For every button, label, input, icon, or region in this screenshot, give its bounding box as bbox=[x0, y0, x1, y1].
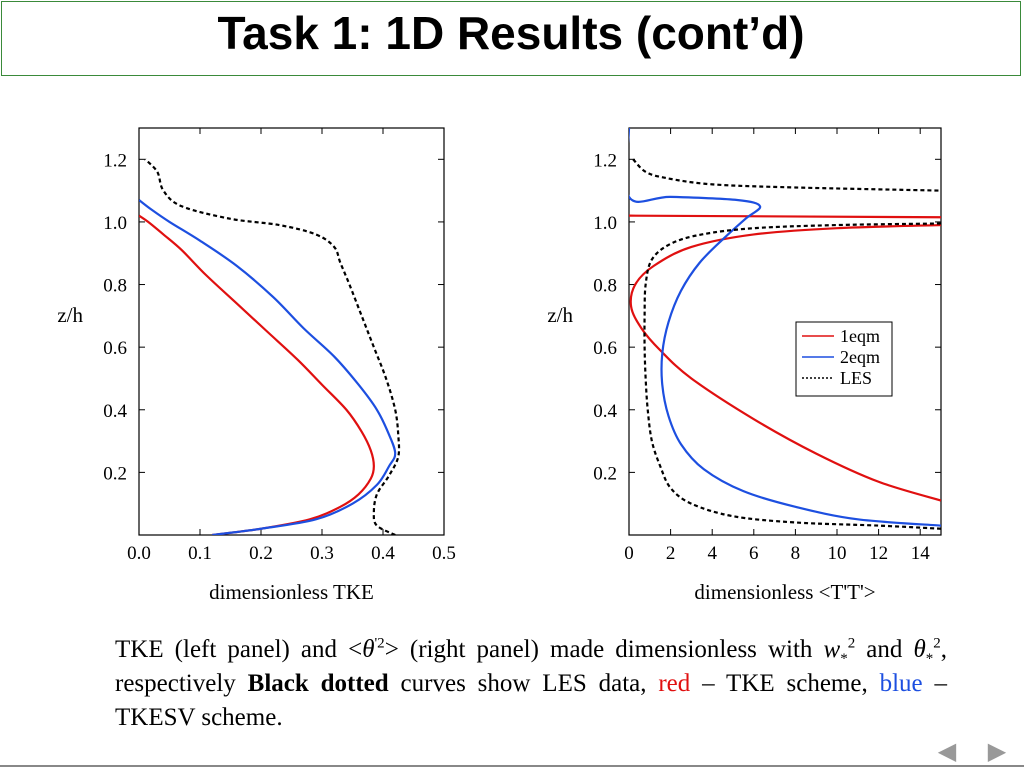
caption-text: – TKE scheme, bbox=[690, 670, 880, 697]
arrow-right-icon: ▶ bbox=[987, 738, 1007, 765]
caption: TKE (left panel) and <θ'2> (right panel)… bbox=[115, 633, 947, 735]
x-tick-label: 12 bbox=[869, 543, 888, 564]
legend-label: 1eqm bbox=[840, 326, 880, 346]
x-tick-label: 8 bbox=[791, 543, 801, 564]
y-tick-label: 1.0 bbox=[103, 213, 127, 234]
page-title: Task 1: 1D Results (cont’d) bbox=[217, 7, 805, 59]
x-tick-label: 0.5 bbox=[432, 543, 456, 564]
series-line-black-dotted bbox=[144, 158, 401, 535]
title-box: Task 1: 1D Results (cont’d) bbox=[1, 1, 1021, 76]
caption-theta: θ bbox=[913, 636, 926, 663]
x-tick-label: 6 bbox=[749, 543, 759, 564]
next-slide-button[interactable]: ▶ bbox=[982, 738, 1012, 765]
series-line-red-solid bbox=[139, 214, 375, 535]
series-line-2eqm bbox=[629, 128, 941, 527]
plot-frame-1 bbox=[138, 127, 445, 536]
x-tick-label: 0 bbox=[624, 543, 634, 564]
caption-star: * bbox=[840, 651, 848, 667]
caption-w: w bbox=[823, 636, 841, 663]
plot-frame-2 bbox=[628, 127, 942, 536]
arrow-left-icon: ◀ bbox=[937, 738, 957, 765]
caption-star: * bbox=[925, 651, 934, 667]
y-tick-label: 0.2 bbox=[593, 463, 617, 484]
x-tick-label: 10 bbox=[828, 543, 847, 564]
y-tick-label: 0.8 bbox=[103, 276, 127, 297]
bottom-divider bbox=[0, 765, 1024, 767]
series-line-1eqm-top bbox=[629, 214, 941, 219]
x-tick-label: 4 bbox=[707, 543, 717, 564]
y-tick-label: 0.8 bbox=[593, 276, 617, 297]
caption-text: curves show LES data, bbox=[388, 670, 659, 697]
y-tick-label: 0.4 bbox=[103, 401, 127, 422]
caption-text: TKE (left panel) and < bbox=[115, 636, 363, 663]
x-tick-label: 0.2 bbox=[249, 543, 273, 564]
caption-red-word: red bbox=[658, 670, 691, 697]
series-line-blue-solid bbox=[139, 199, 397, 535]
x-tick-label: 0.3 bbox=[310, 543, 334, 564]
y-tick-label: 0.6 bbox=[593, 338, 617, 359]
y-tick-label: 1.2 bbox=[103, 150, 127, 171]
caption-bold: Black dotted bbox=[247, 670, 389, 697]
x-tick-label: 0.1 bbox=[188, 543, 212, 564]
x-tick-label: 2 bbox=[666, 543, 676, 564]
legend-label: 2eqm bbox=[840, 347, 880, 367]
y-tick-label: 1.0 bbox=[593, 213, 617, 234]
series-line-LES-top bbox=[632, 158, 941, 192]
x-tick-label: 0.0 bbox=[127, 543, 151, 564]
y-tick-label: 0.4 bbox=[593, 401, 617, 422]
caption-sq: 2 bbox=[933, 635, 941, 652]
caption-text: , respectively bbox=[115, 636, 947, 697]
series-line-1eqm bbox=[629, 223, 941, 502]
y-axis-label: z/h bbox=[57, 303, 83, 327]
legend-label: LES bbox=[840, 368, 872, 388]
prev-slide-button[interactable]: ◀ bbox=[932, 738, 962, 765]
caption-prime-sq: '2 bbox=[374, 635, 385, 652]
caption-theta: θ bbox=[362, 636, 375, 663]
caption-text: > (right panel) made dimensionless with bbox=[384, 636, 824, 663]
y-tick-label: 1.2 bbox=[593, 150, 617, 171]
x-tick-label: 0.4 bbox=[371, 543, 395, 564]
x-axis-label: dimensionless <T'T'> bbox=[694, 580, 875, 604]
legend-box bbox=[795, 321, 893, 397]
y-axis-label: z/h bbox=[547, 303, 573, 327]
x-axis-label: dimensionless TKE bbox=[209, 580, 374, 604]
caption-text: – TKESV scheme. bbox=[115, 670, 948, 731]
charts-area: 0.0 0.1 0.2 0.3 0.4 0.5 0.2 0.4 0.6 0.8 1.0 1.2 dime… bbox=[57, 127, 942, 604]
caption-text: and bbox=[855, 636, 914, 663]
x-tick-label: 14 bbox=[911, 543, 931, 564]
caption-blue-word: blue bbox=[879, 670, 923, 697]
y-tick-label: 0.2 bbox=[103, 463, 127, 484]
y-tick-label: 0.6 bbox=[103, 338, 127, 359]
caption-sq: 2 bbox=[847, 635, 856, 652]
series-line-LES bbox=[643, 222, 941, 530]
